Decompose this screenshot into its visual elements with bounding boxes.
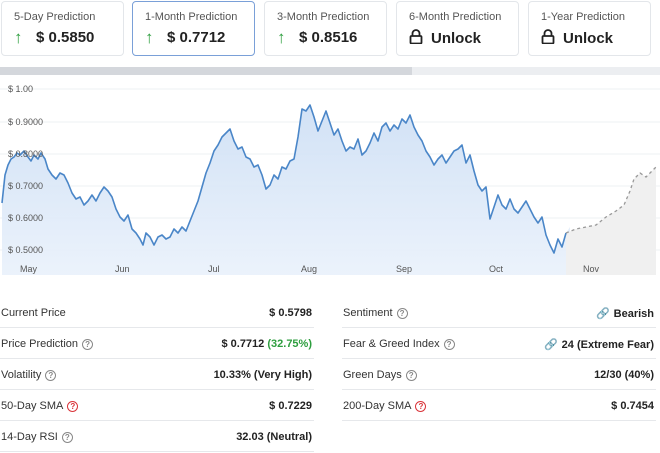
x-tick-label: May [20, 264, 38, 274]
stat-row-sentiment: Sentiment? 🔗 Bearish [342, 297, 656, 328]
chart-scrollbar[interactable] [0, 67, 660, 75]
stat-row-current-price: Current Price $ 0.5798 [0, 297, 314, 328]
lock-icon [409, 29, 425, 48]
stat-value: $ 0.5798 [269, 307, 312, 319]
card-label: 3-Month Prediction [277, 11, 370, 23]
card-label: 5-Day Prediction [14, 11, 96, 23]
x-tick-label: Jun [115, 264, 130, 274]
stat-row-volatility: Volatility? 10.33% (Very High) [0, 359, 314, 390]
arrow-up-icon: ↑ [277, 28, 286, 47]
stat-value-change: (32.75%) [267, 338, 312, 350]
stat-label: Current Price [1, 307, 66, 319]
stats-table-right: Sentiment? 🔗 Bearish Fear & Greed Index? … [342, 297, 656, 453]
stat-row-fear-greed-index: Fear & Greed Index? 🔗 24 (Extreme Fear) [342, 328, 656, 359]
card-value: $ 0.8516 [299, 29, 358, 46]
arrow-up-icon: ↑ [145, 28, 154, 47]
card-value: $ 0.5850 [36, 29, 95, 46]
y-tick-label: $ 1.00 [8, 84, 33, 94]
link-icon[interactable]: 🔗 [595, 308, 610, 320]
card-label: 1-Month Prediction [145, 11, 238, 23]
y-tick-label: $ 0.9000 [8, 117, 43, 127]
card-value: Unlock [431, 30, 482, 47]
x-tick-label: Jul [208, 264, 220, 274]
card-1-month-prediction[interactable]: 1-Month Prediction ↑ $ 0.7712 [132, 1, 255, 56]
stat-row-200-day-sma: 200-Day SMA? $ 0.7454 [342, 390, 656, 421]
stat-label: Volatility [1, 369, 42, 381]
stat-value: $ 0.7712 [221, 338, 265, 350]
stat-label: Fear & Greed Index [343, 338, 440, 350]
prediction-line [565, 166, 657, 234]
x-tick-label: Nov [583, 264, 600, 274]
x-tick-label: Oct [489, 264, 504, 274]
help-icon[interactable]: ? [415, 400, 427, 412]
help-icon[interactable]: ? [82, 338, 94, 350]
card-label: 6-Month Prediction [409, 11, 502, 23]
help-icon[interactable]: ? [396, 307, 408, 319]
card-5-day-prediction[interactable]: 5-Day Prediction ↑ $ 0.5850 [1, 1, 124, 56]
stat-label: 50-Day SMA [1, 400, 64, 412]
stat-value: 12/30 (40%) [594, 369, 654, 381]
x-tick-label: Sep [396, 264, 412, 274]
y-tick-label: $ 0.8000 [8, 149, 43, 159]
x-tick-label: Aug [301, 264, 317, 274]
card-value: $ 0.7712 [167, 29, 226, 46]
stat-row-price-prediction: Price Prediction? $ 0.7712 (32.75%) [0, 328, 314, 359]
stat-label: 14-Day RSI [1, 431, 58, 443]
arrow-up-icon: ↑ [14, 28, 23, 47]
price-line [1, 104, 567, 254]
price-chart[interactable]: $ 1.00 $ 0.9000 $ 0.8000 $ 0.7000 $ 0.60… [0, 75, 660, 275]
y-tick-label: $ 0.6000 [8, 213, 43, 223]
stat-row-14-day-rsi: 14-Day RSI? 32.03 (Neutral) [0, 421, 314, 452]
card-6-month-prediction[interactable]: 6-Month Prediction Unlock [396, 1, 519, 56]
chart-scrollbar-thumb[interactable] [0, 67, 412, 75]
card-3-month-prediction[interactable]: 3-Month Prediction ↑ $ 0.8516 [264, 1, 387, 56]
prediction-area [566, 167, 656, 275]
stat-row-green-days: Green Days? 12/30 (40%) [342, 359, 656, 390]
stat-value: $ 0.7454 [611, 400, 654, 412]
stat-value: $ 0.7229 [269, 400, 312, 412]
stat-value: 24 (Extreme Fear) [561, 338, 654, 351]
help-icon[interactable]: ? [61, 431, 73, 443]
help-icon[interactable]: ? [443, 338, 455, 350]
stat-label: Price Prediction [1, 338, 79, 350]
prediction-cards: 5-Day Prediction ↑ $ 0.5850 1-Month Predi… [0, 0, 660, 58]
stat-label: Sentiment [343, 307, 393, 319]
stat-value: Bearish [613, 307, 654, 320]
card-label: 1-Year Prediction [541, 11, 625, 23]
y-tick-label: $ 0.7000 [8, 181, 43, 191]
price-area [2, 105, 570, 275]
stat-value: 32.03 (Neutral) [236, 431, 312, 443]
stat-row-50-day-sma: 50-Day SMA? $ 0.7229 [0, 390, 314, 421]
help-icon[interactable]: ? [67, 400, 79, 412]
stat-label: 200-Day SMA [343, 400, 412, 412]
card-1-year-prediction[interactable]: 1-Year Prediction Unlock [528, 1, 651, 56]
lock-icon [541, 29, 557, 48]
help-icon[interactable]: ? [405, 369, 417, 381]
y-tick-label: $ 0.5000 [8, 245, 43, 255]
stat-label: Green Days [343, 369, 402, 381]
stats-table-left: Current Price $ 0.5798 Price Prediction?… [0, 297, 314, 453]
link-icon[interactable]: 🔗 [543, 339, 558, 351]
card-value: Unlock [563, 30, 614, 47]
help-icon[interactable]: ? [45, 369, 57, 381]
stat-value: 10.33% (Very High) [213, 369, 312, 381]
